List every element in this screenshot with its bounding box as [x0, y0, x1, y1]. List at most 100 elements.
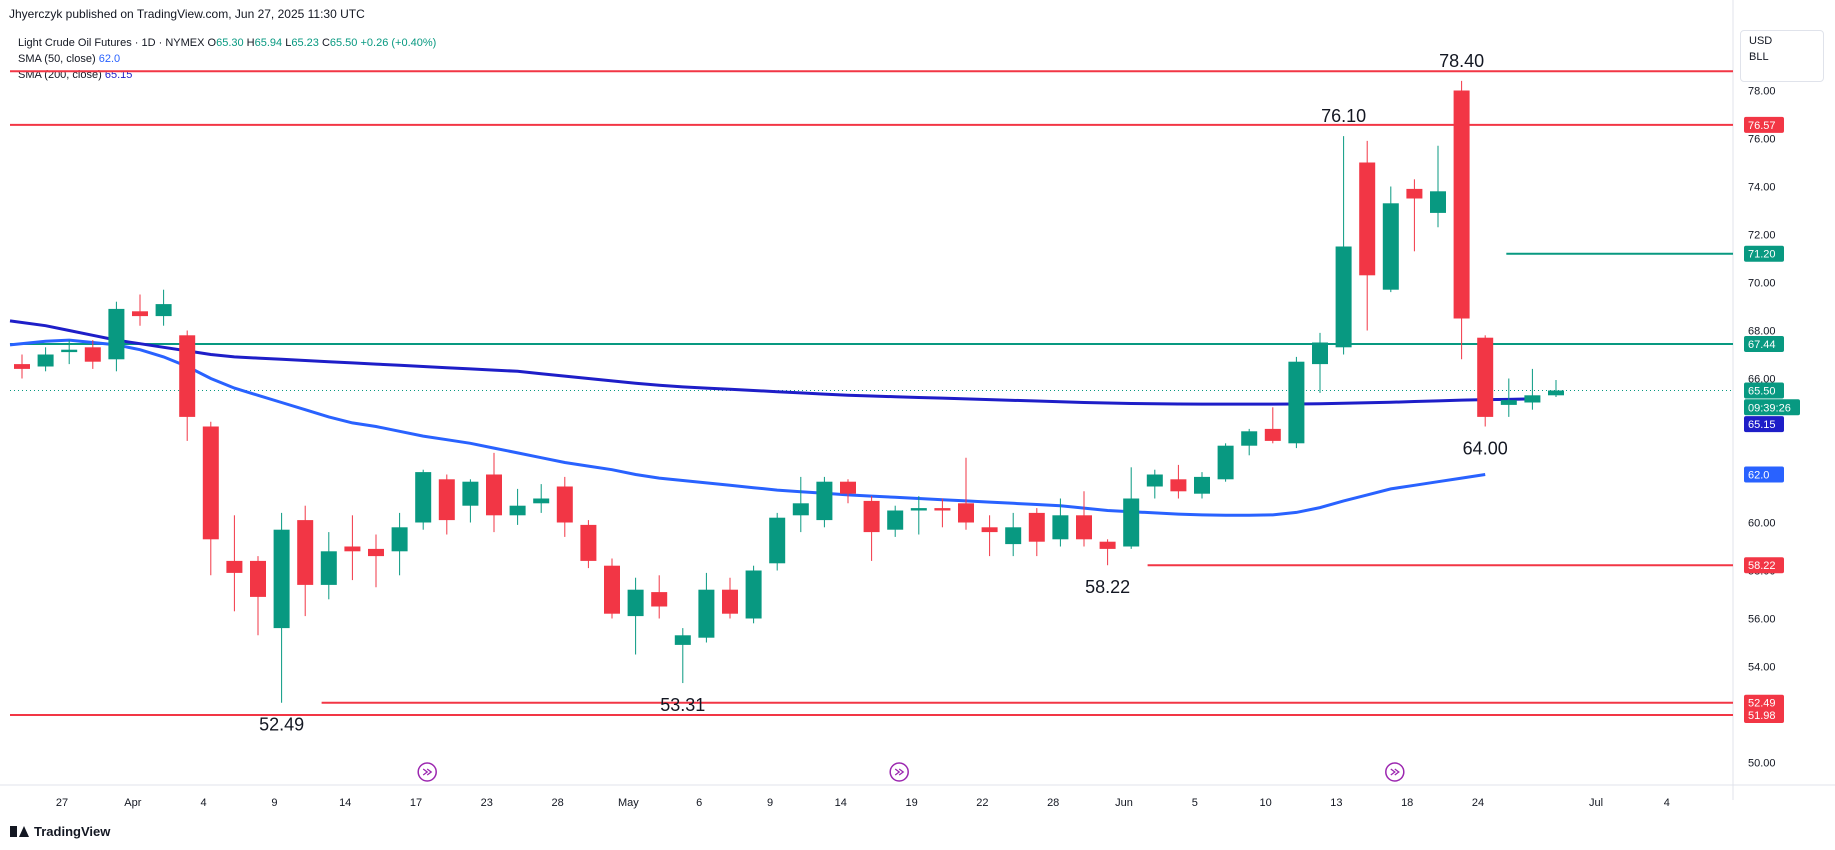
candle-down[interactable] — [651, 575, 668, 619]
candle-down[interactable] — [840, 479, 856, 504]
candle-body — [1099, 541, 1116, 549]
candle-up[interactable] — [816, 476, 833, 528]
candle-down[interactable] — [556, 476, 573, 537]
candle-up[interactable] — [108, 301, 125, 372]
candle-up[interactable] — [1548, 379, 1564, 397]
candle-up[interactable] — [155, 289, 172, 326]
currency-unit-box[interactable]: USD BLL — [1740, 30, 1824, 82]
x-tick-label: 4 — [201, 797, 207, 809]
candle-down[interactable] — [604, 558, 620, 619]
candle-up[interactable] — [1052, 498, 1069, 547]
candle-up[interactable] — [391, 512, 408, 576]
candle-up[interactable] — [627, 577, 644, 655]
x-tick-label: 22 — [976, 797, 988, 809]
candle-up[interactable] — [910, 496, 927, 535]
tradingview-logo[interactable]: TradingView — [10, 824, 110, 839]
candle-up[interactable] — [1241, 428, 1258, 456]
candle-up[interactable] — [61, 340, 78, 365]
y-tick-label: 60.00 — [1748, 518, 1776, 530]
candle-up[interactable] — [1217, 443, 1234, 482]
candle-up[interactable] — [769, 512, 786, 571]
candle-body — [627, 589, 644, 617]
candle-down[interactable] — [1170, 464, 1187, 499]
candle-down[interactable] — [132, 294, 148, 326]
legend-symbol-row[interactable]: Light Crude Oil Futures · 1D · NYMEX O65… — [18, 35, 436, 51]
unit-label: BLL — [1749, 51, 1769, 63]
candle-body — [533, 498, 550, 504]
x-tick-label: Apr — [124, 797, 141, 809]
candle-down[interactable] — [863, 496, 880, 561]
candle-down[interactable] — [958, 457, 974, 530]
legend-sma50-row[interactable]: SMA (50, close) 62.0 — [18, 51, 436, 67]
candle-up[interactable] — [462, 479, 479, 523]
candle-up[interactable] — [273, 512, 290, 703]
event-marker-glyph — [894, 768, 905, 776]
candle-body — [792, 503, 809, 516]
candle-body — [910, 508, 927, 511]
candle-up[interactable] — [1382, 186, 1399, 293]
candle-down[interactable] — [368, 534, 384, 588]
candle-down[interactable] — [297, 505, 314, 617]
x-tick-label: 28 — [1047, 797, 1059, 809]
candle-body — [1500, 400, 1517, 405]
candle-body — [320, 551, 337, 585]
candle-down[interactable] — [580, 520, 597, 569]
candle-down[interactable] — [14, 354, 30, 379]
price-annotation: 76.10 — [1321, 106, 1366, 126]
candle-down[interactable] — [486, 452, 502, 533]
candle-down[interactable] — [84, 340, 101, 369]
candle-up[interactable] — [1524, 368, 1541, 410]
candle-up[interactable] — [745, 565, 762, 624]
candle-down[interactable] — [1028, 508, 1045, 557]
candle-up[interactable] — [415, 469, 432, 530]
y-tick-label: 50.00 — [1748, 758, 1776, 770]
candle-down[interactable] — [438, 474, 455, 535]
candle-up[interactable] — [1430, 145, 1446, 228]
candle-up[interactable] — [887, 505, 904, 537]
candle-body — [108, 308, 125, 360]
candle-body — [745, 570, 762, 619]
candle-up[interactable] — [674, 628, 691, 684]
candle-up[interactable] — [792, 476, 809, 533]
candle-down[interactable] — [1359, 140, 1376, 331]
candle-up[interactable] — [533, 484, 550, 513]
candle-body — [61, 349, 78, 353]
candle-up[interactable] — [1288, 356, 1305, 449]
candle-body — [840, 481, 856, 494]
candle-up[interactable] — [37, 347, 54, 372]
candle-down[interactable] — [226, 515, 243, 612]
price-tag-text: 62.0 — [1748, 470, 1769, 482]
candle-down[interactable] — [202, 421, 219, 576]
x-tick-label: 14 — [339, 797, 351, 809]
candle-up[interactable] — [509, 488, 526, 525]
candle-down[interactable] — [1099, 539, 1116, 566]
x-tick-label: 13 — [1330, 797, 1342, 809]
candle-body — [1406, 188, 1423, 199]
candle-down[interactable] — [1406, 179, 1423, 252]
candle-down[interactable] — [722, 577, 738, 619]
y-tick-label: 76.00 — [1748, 134, 1776, 146]
candle-up[interactable] — [1335, 136, 1352, 355]
candle-up[interactable] — [1005, 512, 1022, 557]
candle-body — [509, 505, 526, 516]
candle-down[interactable] — [344, 515, 361, 581]
level-tag-text: 67.44 — [1748, 339, 1776, 351]
candle-down[interactable] — [179, 330, 196, 441]
candle-down[interactable] — [934, 498, 951, 528]
candle-down[interactable] — [981, 515, 998, 557]
price-tag-text: 65.15 — [1748, 419, 1776, 431]
candle-up[interactable] — [1500, 378, 1517, 417]
candle-up[interactable] — [320, 532, 337, 600]
candle-up[interactable] — [1194, 472, 1210, 499]
candle-body — [132, 311, 148, 317]
candle-down[interactable] — [1264, 407, 1281, 444]
candle-down[interactable] — [1076, 491, 1092, 547]
candle-up[interactable] — [1312, 332, 1328, 393]
candle-up[interactable] — [698, 572, 715, 643]
candle-down[interactable] — [250, 556, 266, 636]
candle-down[interactable] — [1477, 335, 1494, 427]
candle-up[interactable] — [1123, 467, 1140, 549]
candle-down[interactable] — [1453, 80, 1470, 360]
candle-up[interactable] — [1146, 469, 1163, 499]
